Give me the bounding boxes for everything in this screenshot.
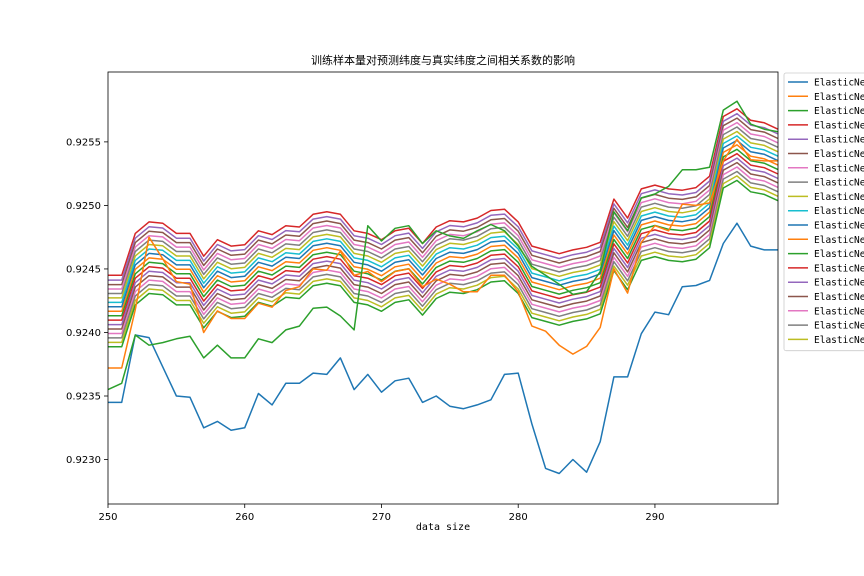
legend-label: ElasticNet xyxy=(814,278,864,289)
legend-label: ElasticNet xyxy=(814,292,864,303)
plot-area xyxy=(107,71,779,505)
series-line xyxy=(108,121,779,290)
x-tick-label: 290 xyxy=(645,512,664,523)
series-line xyxy=(108,139,779,308)
x-axis: 250 260 270 280 290 xyxy=(98,504,664,523)
legend-box xyxy=(783,72,864,352)
series-line xyxy=(108,138,778,369)
series-line xyxy=(108,144,779,313)
legend-label: ElasticNet xyxy=(814,221,864,232)
legend-label: ElasticNet xyxy=(814,206,864,217)
legend-label: ElasticNet xyxy=(814,192,864,203)
x-axis-label: data size xyxy=(416,522,470,533)
plot-background xyxy=(108,72,778,504)
legend: ElasticNet ElasticNet ElasticNet ElasticNet… xyxy=(783,72,864,352)
x-tick-label: 250 xyxy=(98,512,117,523)
legend-label: ElasticNet xyxy=(814,149,864,160)
plot-border xyxy=(107,71,779,505)
legend-label: ElasticNet xyxy=(814,163,864,174)
legend-label: ElasticNet xyxy=(814,263,864,274)
series-layer xyxy=(107,100,779,475)
legend-label: ElasticNet xyxy=(814,120,864,131)
legend-label: ElasticNet xyxy=(814,78,864,89)
legend-label: ElasticNet xyxy=(814,321,864,332)
series-line xyxy=(108,170,779,339)
series-line xyxy=(107,100,779,391)
legend-label: ElasticNet xyxy=(814,92,864,103)
series-line xyxy=(108,161,779,330)
series-line xyxy=(108,157,779,326)
legend-label: ElasticNet xyxy=(814,249,864,260)
legend-label: ElasticNet xyxy=(814,335,864,346)
series-line xyxy=(108,112,779,281)
y-axis: 0.9230 0.9235 0.9240 0.9245 0.9250 0.9255 xyxy=(66,137,108,466)
y-tick-label: 0.9255 xyxy=(66,137,101,148)
legend-label: ElasticNet xyxy=(814,106,864,117)
y-tick-label: 0.9230 xyxy=(66,455,101,466)
legend-label: ElasticNet xyxy=(814,178,864,189)
y-tick-label: 0.9235 xyxy=(66,392,101,403)
series-line xyxy=(108,130,779,299)
chart-title: 训练样本量对预测纬度与真实纬度之间相关系数的影响 xyxy=(311,53,575,67)
x-tick-label: 260 xyxy=(235,512,254,523)
series-line xyxy=(108,148,779,317)
series-line xyxy=(108,152,779,321)
legend-label: ElasticNet xyxy=(814,135,864,146)
y-tick-label: 0.9245 xyxy=(66,264,101,275)
series-line xyxy=(108,135,779,304)
y-tick-label: 0.9240 xyxy=(66,328,101,339)
legend-label: ElasticNet xyxy=(814,306,864,317)
legend-label: ElasticNet xyxy=(814,235,864,246)
y-tick-label: 0.9250 xyxy=(66,201,101,212)
series-line xyxy=(108,222,778,475)
series-line xyxy=(108,126,779,295)
series-line xyxy=(108,175,779,344)
x-tick-label: 270 xyxy=(372,512,391,523)
x-tick-label: 280 xyxy=(509,512,528,523)
